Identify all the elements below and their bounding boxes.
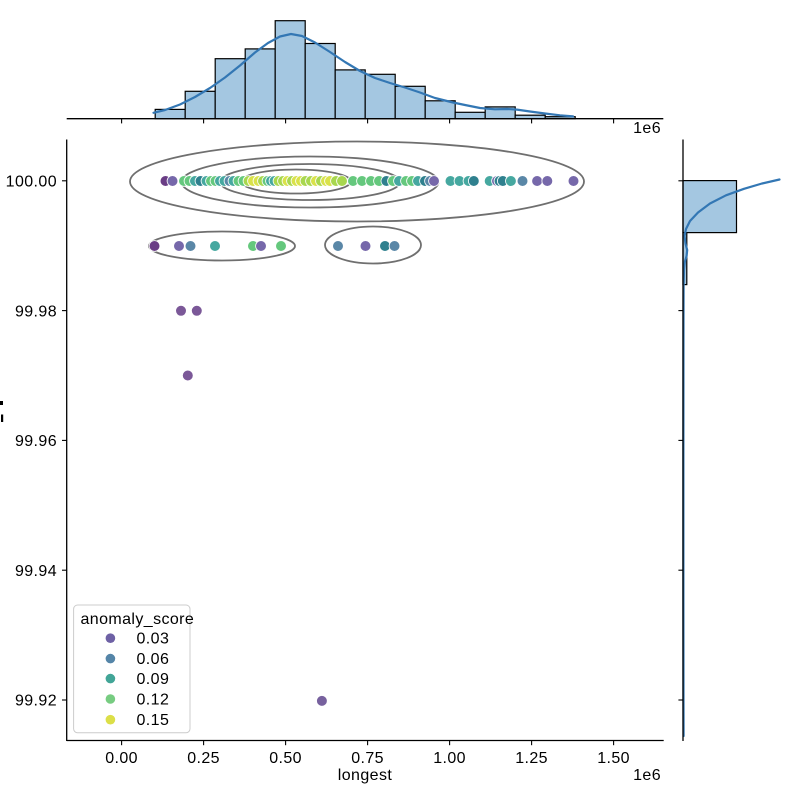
svg-text:99.98: 99.98: [15, 303, 57, 320]
svg-text:1.25: 1.25: [515, 750, 548, 767]
svg-text:99.94: 99.94: [15, 563, 57, 580]
svg-text:0.00: 0.00: [105, 750, 138, 767]
svg-text:99.96: 99.96: [15, 433, 57, 450]
svg-text:0.50: 0.50: [269, 750, 302, 767]
svg-text:longest: longest: [338, 767, 393, 784]
svg-text:0.25: 0.25: [187, 750, 220, 767]
svg-text:1e6: 1e6: [633, 767, 661, 784]
svg-text:0.09: 0.09: [137, 671, 170, 688]
svg-text:1.50: 1.50: [597, 750, 630, 767]
svg-text:1e6: 1e6: [633, 120, 661, 137]
svg-text:0.03: 0.03: [137, 631, 170, 648]
svg-text:99.92: 99.92: [15, 693, 57, 710]
svg-text:100.00: 100.00: [6, 174, 57, 191]
svg-text:0.12: 0.12: [137, 691, 170, 708]
svg-text:0.06: 0.06: [137, 651, 170, 668]
svg-text:1.00: 1.00: [433, 750, 466, 767]
svg-text:anomaly_score: anomaly_score: [81, 611, 195, 628]
svg-text:0.75: 0.75: [351, 750, 384, 767]
svg-text:0.15: 0.15: [137, 712, 170, 729]
